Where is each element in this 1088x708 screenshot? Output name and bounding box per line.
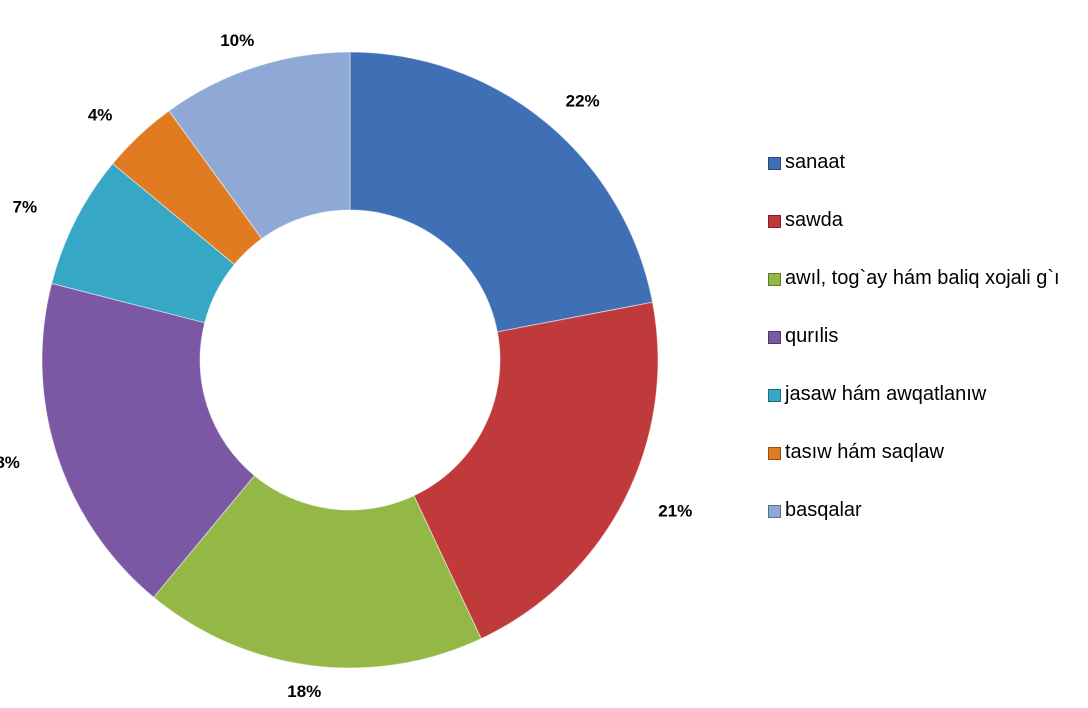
legend-item: qurılis — [768, 325, 1075, 347]
legend-swatch — [768, 389, 781, 402]
legend-label: sanaat — [785, 151, 846, 173]
legend-swatch — [768, 505, 781, 518]
data-label: 7% — [12, 197, 37, 216]
donut-slice — [413, 301, 659, 640]
legend-label: sawda — [785, 209, 843, 231]
data-label: 21% — [658, 502, 692, 521]
legend-swatch — [768, 331, 781, 344]
legend-swatch — [768, 273, 781, 286]
legend-label: jasaw hám awqatlanıw — [785, 383, 987, 405]
legend-swatch — [768, 215, 781, 228]
legend-label: awıl, tog`ay hám baliq xojali g`ı — [785, 267, 1060, 289]
donut-slice — [349, 51, 654, 333]
legend-swatch — [768, 157, 781, 170]
legend-label: qurılis — [785, 325, 839, 347]
legend-item: basqalar — [768, 499, 1075, 521]
data-label: 10% — [220, 31, 254, 50]
legend-label: tasıw hám saqlaw — [785, 441, 944, 463]
legend-item: sawda — [768, 209, 1075, 231]
legend-item: awıl, tog`ay hám baliq xojali g`ı — [768, 267, 1075, 289]
donut-slice — [152, 474, 482, 669]
legend-swatch — [768, 447, 781, 460]
legend-label: basqalar — [785, 499, 862, 521]
legend-item: jasaw hám awqatlanıw — [768, 383, 1075, 405]
data-label: 18% — [287, 682, 321, 701]
donut-slice — [41, 282, 256, 599]
donut-slice — [168, 51, 351, 240]
data-label: 18% — [0, 453, 20, 472]
legend-item: sanaat — [768, 151, 1075, 173]
legend-item: tasıw hám saqlaw — [768, 441, 1075, 463]
data-label: 22% — [566, 91, 600, 110]
data-label: 4% — [88, 105, 113, 124]
